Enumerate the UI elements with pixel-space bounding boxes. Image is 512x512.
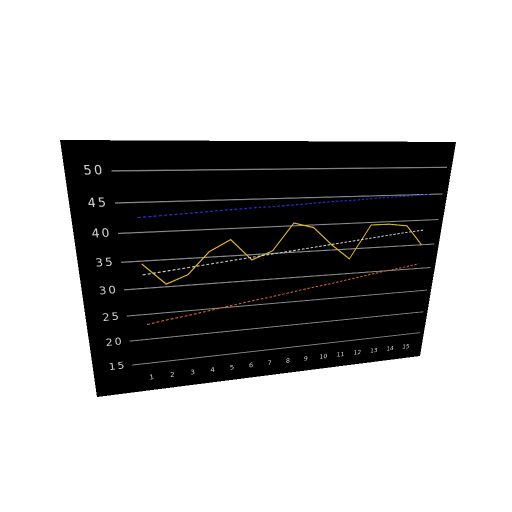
- y-tick-label: 35: [95, 256, 116, 270]
- x-tick-label: 12: [353, 348, 361, 356]
- x-tick-label: 10: [319, 352, 327, 360]
- x-tick-label: 14: [386, 345, 394, 353]
- y-tick-label: 40: [91, 227, 112, 241]
- plot-background: [60, 140, 457, 398]
- y-tick-label: 50: [83, 163, 106, 178]
- x-tick-label: 9: [304, 355, 309, 363]
- y-tick-label: 30: [98, 284, 118, 297]
- y-tick-label: 20: [105, 336, 124, 349]
- y-tick-label: 25: [102, 311, 122, 324]
- x-tick-label: 11: [336, 350, 344, 358]
- x-tick-label: 8: [286, 357, 290, 365]
- x-tick-label: 6: [249, 361, 253, 369]
- y-tick-label: 15: [108, 360, 127, 372]
- x-tick-label: 5: [230, 364, 234, 372]
- x-tick-label: 13: [370, 347, 378, 355]
- y-tick-label: 45: [87, 196, 109, 211]
- x-tick-label: 15: [402, 343, 410, 351]
- x-tick-label: 3: [190, 368, 195, 376]
- x-tick-label: 7: [268, 359, 272, 367]
- x-tick-label: 1: [149, 373, 154, 381]
- x-tick-label: 4: [210, 366, 215, 374]
- x-tick-label: 2: [170, 371, 175, 379]
